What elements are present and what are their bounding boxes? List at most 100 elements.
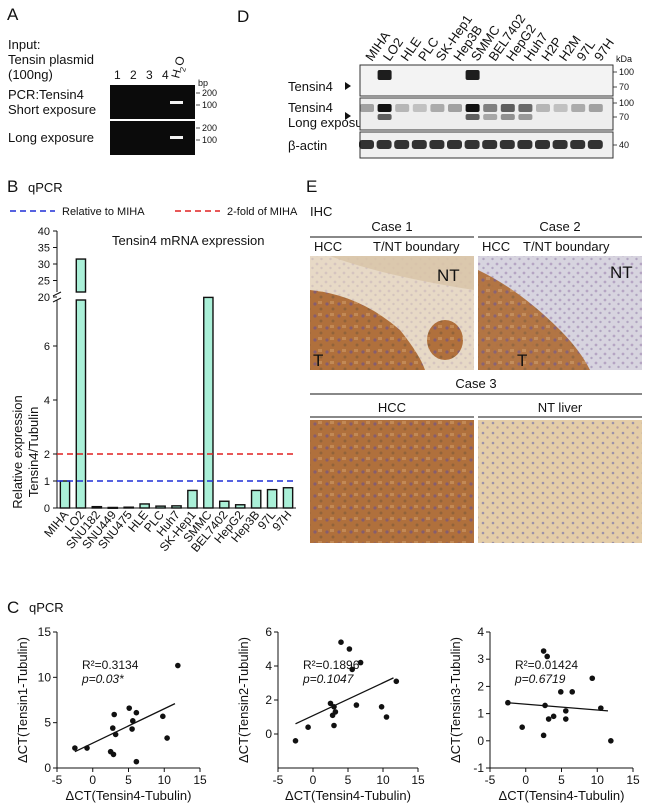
y-tick-label: 5 [44,716,51,730]
y-tick-label: 6 [265,625,272,639]
blot-band [394,140,410,149]
lane-label: 1 [114,68,121,82]
x-axis-label: ΔCT(Tensin4-Tubulin) [499,788,625,803]
data-point [331,722,337,729]
data-point [557,689,564,695]
blot-band [588,104,603,112]
p-label: p=0.1047 [302,672,355,686]
case1-boundary: T/NT boundary [373,239,460,254]
data-point [550,713,557,720]
legend-red-text: 2-fold of MIHA [227,206,298,218]
bar [75,299,87,509]
blot-band [395,104,410,112]
input-amount: (100ng) [8,67,53,82]
blot-band [587,140,603,149]
y-axis-label: ΔCT(Tensin1-Tubulin) [15,637,30,763]
kda-mark: 40 [619,140,629,150]
chart-b-title: Tensin4 mRNA expression [112,233,264,248]
data-point [544,653,550,660]
lane-label: H [168,68,184,80]
blot-tensin4-long [359,97,614,131]
blot-band [552,140,568,149]
data-point [353,702,360,708]
bar [107,506,119,509]
data-point [346,646,353,652]
bar [187,489,198,509]
p-label: p=0.6719 [514,672,566,686]
bar [234,504,246,509]
data-point [598,705,604,711]
data-point [357,659,364,666]
pcr-label: PCR:Tensin4 [8,87,84,102]
bp-mark: 100 [202,135,217,145]
kda-mark: 70 [619,82,629,92]
data-point [327,700,334,707]
x-tick-label: 0 [522,773,529,787]
data-point [519,724,525,730]
data-point [540,732,547,739]
data-point [133,758,140,765]
blot-band [535,140,550,149]
x-tick-label: 97H [269,508,294,534]
data-point [133,709,140,716]
y-tick-label: 1 [44,476,50,488]
ihc-case2-image: NT T [478,256,642,370]
bar-chart: 012462025303540MIHALO2SNU182SNU449SNU475… [38,226,296,555]
data-point [110,751,117,758]
panel-b-method: qPCR [28,180,63,195]
data-point [562,708,569,714]
y-axis-label: ΔCT(Tensin2-Tubulin) [236,637,251,763]
lane-labels: MIHALO2HLEPLCSK-Hep1Hep3BSMMCBEL7402HepG… [362,11,617,63]
p-label: p=0.03* [81,672,124,686]
x-tick-label: 15 [411,773,425,787]
x-tick-label: 10 [158,773,172,787]
y-tick-label: 0 [44,761,51,775]
blot-band [377,104,392,112]
panel-d-letter: D [237,7,249,26]
y-tick-label: 3 [477,652,484,666]
x-tick-label: -5 [485,773,496,787]
blot-band [465,104,480,112]
bp-mark: 200 [202,88,217,98]
r2-label: R²=0.1896 [303,658,360,672]
gel-band [170,101,183,104]
r2-label: R²=0.01424 [515,658,578,672]
data-point [562,716,569,722]
fit-line [295,677,394,725]
blot-band [465,70,480,80]
lane-label: 4 [162,68,169,82]
kda-mark: 100 [619,98,634,108]
x-axis-label: ΔCT(Tensin4-Tubulin) [66,788,192,803]
blot-band [536,104,550,112]
lane-label: 3 [146,68,153,82]
data-point [160,713,166,720]
blot-band [429,140,445,149]
case3-nt-liver: NT liver [538,400,583,415]
blot-band [518,104,533,112]
panel-c-letter: C [7,598,19,617]
panel-e: E IHC Case 1 Case 2 HCC T/NT boundary HC… [306,177,642,543]
blot-band [571,104,586,112]
kda-mark: 70 [619,112,629,122]
blot-band [483,114,498,120]
data-point [292,738,299,744]
blot-band [377,70,392,80]
x-tick-label: 15 [193,773,207,787]
y-tick-label: 1 [477,707,484,721]
bar [91,505,103,509]
bp-mark: 100 [202,100,217,110]
x-tick-label: 10 [591,773,605,787]
data-point [72,745,78,751]
lane-label: 2 [178,66,188,73]
x-tick-label: 5 [558,773,565,787]
y-tick-label: 20 [38,292,50,304]
data-point [589,675,596,682]
long-exposure-label: Long exposure [8,130,94,145]
case2-label: Case 2 [539,219,580,234]
y-tick-label: 4 [44,395,50,407]
blot-band [482,140,498,149]
